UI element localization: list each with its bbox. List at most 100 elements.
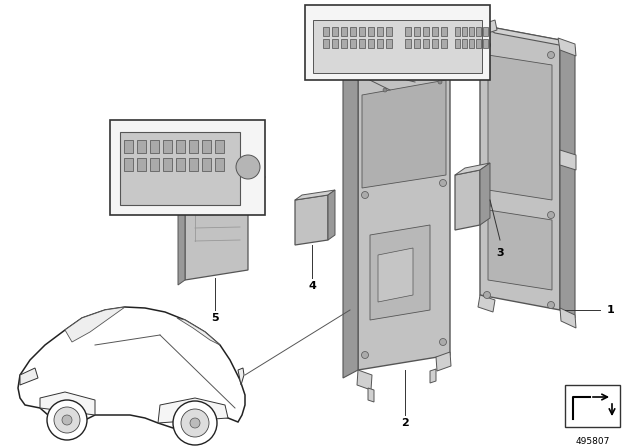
Text: 3: 3 — [496, 248, 504, 258]
Bar — [341, 39, 347, 48]
Polygon shape — [185, 185, 248, 280]
Circle shape — [181, 409, 209, 437]
Polygon shape — [455, 170, 480, 230]
Polygon shape — [357, 370, 372, 390]
Bar — [202, 140, 211, 153]
Text: 2: 2 — [401, 418, 409, 428]
Bar — [189, 140, 198, 153]
Bar — [215, 158, 224, 171]
Bar — [377, 39, 383, 48]
Bar — [423, 27, 429, 36]
Polygon shape — [368, 388, 374, 402]
Bar — [483, 39, 488, 48]
Bar — [455, 27, 460, 36]
Circle shape — [47, 400, 87, 440]
Text: 495807: 495807 — [575, 437, 610, 446]
Bar — [163, 158, 172, 171]
Bar — [483, 27, 488, 36]
Text: 4: 4 — [308, 281, 316, 291]
Bar — [202, 158, 211, 171]
Bar — [110, 120, 265, 215]
Bar — [163, 140, 172, 153]
Polygon shape — [560, 308, 576, 328]
Bar — [341, 27, 347, 36]
Polygon shape — [177, 318, 220, 345]
Polygon shape — [435, 33, 451, 50]
Bar — [137, 140, 146, 153]
Circle shape — [362, 352, 369, 358]
Circle shape — [483, 202, 490, 208]
Polygon shape — [430, 369, 436, 383]
Bar — [432, 27, 438, 36]
Polygon shape — [480, 20, 497, 35]
Bar — [565, 385, 620, 427]
Bar — [476, 27, 481, 36]
Polygon shape — [558, 38, 576, 56]
Bar — [414, 27, 420, 36]
Bar — [405, 39, 411, 48]
Bar — [368, 27, 374, 36]
Polygon shape — [40, 392, 95, 415]
Circle shape — [362, 191, 369, 198]
Circle shape — [383, 88, 387, 92]
Circle shape — [362, 72, 369, 78]
Bar — [305, 5, 490, 80]
Bar — [323, 39, 329, 48]
Circle shape — [438, 80, 442, 84]
Polygon shape — [158, 398, 228, 423]
Circle shape — [547, 52, 554, 59]
Circle shape — [440, 339, 447, 345]
Bar — [414, 39, 420, 48]
Circle shape — [547, 211, 554, 219]
Bar — [189, 158, 198, 171]
Bar — [455, 39, 460, 48]
Polygon shape — [357, 38, 372, 55]
Polygon shape — [295, 190, 335, 200]
Circle shape — [236, 155, 260, 179]
Polygon shape — [488, 55, 552, 200]
Bar — [350, 27, 356, 36]
Bar — [368, 39, 374, 48]
Polygon shape — [362, 80, 446, 188]
Bar — [441, 39, 447, 48]
Bar — [469, 39, 474, 48]
Polygon shape — [560, 40, 575, 318]
Circle shape — [440, 61, 447, 69]
Bar — [323, 27, 329, 36]
Bar — [350, 39, 356, 48]
Polygon shape — [378, 248, 413, 302]
Bar — [124, 158, 133, 171]
Bar — [423, 39, 429, 48]
Bar — [137, 158, 146, 171]
Text: 1: 1 — [607, 305, 615, 315]
Polygon shape — [65, 307, 125, 342]
Bar — [476, 39, 481, 48]
Bar — [359, 39, 365, 48]
Circle shape — [190, 418, 200, 428]
Bar — [120, 132, 240, 205]
Circle shape — [62, 415, 72, 425]
Polygon shape — [295, 195, 328, 245]
Bar — [469, 27, 474, 36]
Polygon shape — [478, 295, 495, 312]
Bar — [462, 39, 467, 48]
Circle shape — [483, 42, 490, 48]
Bar — [432, 39, 438, 48]
Bar — [124, 140, 133, 153]
Bar — [332, 39, 338, 48]
Polygon shape — [343, 38, 450, 63]
Bar — [462, 27, 467, 36]
Circle shape — [483, 292, 490, 298]
Circle shape — [54, 407, 80, 433]
Circle shape — [547, 302, 554, 309]
Polygon shape — [455, 163, 490, 175]
Polygon shape — [185, 179, 258, 195]
Text: 5: 5 — [211, 313, 219, 323]
Bar — [405, 27, 411, 36]
Bar — [359, 27, 365, 36]
Polygon shape — [436, 352, 451, 371]
Polygon shape — [480, 25, 560, 310]
Polygon shape — [358, 38, 450, 370]
Polygon shape — [560, 150, 576, 170]
Bar — [176, 140, 185, 153]
